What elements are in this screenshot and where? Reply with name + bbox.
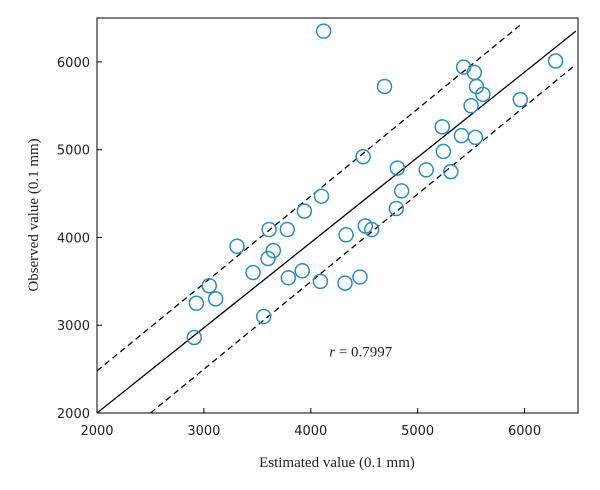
y-tick-label-3: 5000 (57, 144, 90, 159)
data-point-4 (229, 238, 245, 254)
data-point-19 (352, 269, 368, 285)
data-point-11 (280, 270, 297, 286)
data-point-7 (260, 250, 276, 267)
data-point-6 (255, 308, 272, 325)
data-point-29 (435, 143, 452, 160)
y-tick-label-1: 3000 (57, 319, 90, 334)
x-tick-label-2: 4000 (294, 424, 327, 439)
data-point-23 (376, 78, 393, 95)
data-point-37 (475, 86, 491, 103)
data-point-5 (245, 264, 261, 281)
data-point-18 (338, 227, 354, 243)
x-axis-title: Estimated value (0.1 mm) (259, 455, 415, 471)
data-point-12 (294, 263, 310, 279)
data-point-31 (453, 127, 470, 144)
correlation-value: = 0.7997 (335, 345, 393, 361)
reference-lines (96, 22, 577, 414)
data-point-20 (355, 148, 371, 165)
x-axis-ticks: 2000 3000 4000 5000 6000 (80, 408, 541, 439)
data-point-39 (547, 53, 564, 69)
data-point-13 (296, 203, 313, 219)
y-tick-label-2: 4000 (57, 231, 90, 246)
reference-line-1 (96, 22, 523, 372)
data-point-0 (186, 329, 203, 346)
correlation-variable: r (329, 345, 335, 361)
data-points (186, 23, 564, 346)
data-point-34 (466, 64, 483, 81)
data-point-17 (337, 275, 353, 291)
data-point-10 (279, 221, 296, 238)
x-tick-label-0: 2000 (80, 424, 113, 439)
data-point-1 (188, 295, 205, 312)
x-tick-label-1: 3000 (187, 424, 220, 439)
data-point-3 (207, 291, 224, 307)
data-point-22 (363, 221, 380, 238)
y-axis-ticks: 2000 3000 4000 5000 6000 (57, 56, 102, 422)
y-tick-label-0: 2000 (57, 407, 90, 422)
data-point-9 (265, 242, 282, 259)
data-point-25 (389, 160, 406, 176)
y-axis-title: Observed value (0.1 mm) (26, 138, 42, 291)
data-point-26 (393, 183, 410, 199)
data-point-38 (512, 91, 529, 108)
data-point-28 (434, 119, 451, 135)
x-tick-label-4: 6000 (508, 424, 541, 439)
data-point-14 (312, 273, 329, 290)
data-point-8 (261, 221, 277, 238)
y-tick-label-4: 6000 (57, 56, 90, 71)
correlation-annotation: r = 0.7997 (329, 345, 393, 361)
data-point-30 (443, 163, 459, 180)
data-point-35 (467, 129, 484, 146)
data-point-24 (388, 200, 405, 217)
x-tick-label-3: 5000 (401, 424, 434, 439)
data-point-27 (418, 162, 434, 178)
reference-line-2 (150, 64, 577, 414)
plot-frame (96, 17, 579, 414)
data-point-16 (315, 23, 332, 39)
data-point-2 (201, 277, 217, 294)
reference-line-0 (96, 30, 577, 414)
data-point-33 (463, 98, 479, 114)
data-point-15 (313, 188, 330, 204)
